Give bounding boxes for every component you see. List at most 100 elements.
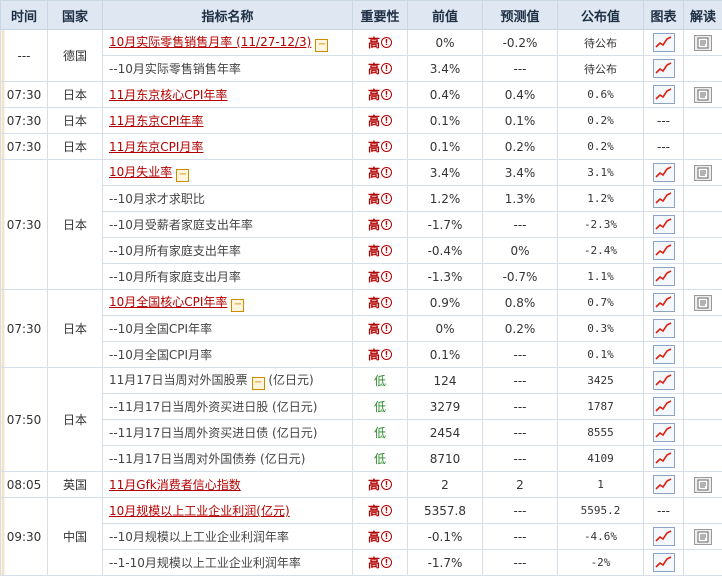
chart-cell <box>643 549 684 576</box>
line-chart-icon[interactable] <box>652 371 675 390</box>
actual-cell: 0.2% <box>557 107 644 134</box>
forecast-cell: --- <box>482 549 558 576</box>
actual-cell: 1787 <box>557 393 644 420</box>
importance-label: 高 <box>367 62 380 76</box>
indicator-link[interactable]: 10月失业率 <box>109 165 173 179</box>
document-icon[interactable] <box>694 34 712 51</box>
document-icon[interactable] <box>694 476 712 493</box>
line-chart-icon[interactable] <box>652 423 675 442</box>
minus-box-icon[interactable]: − <box>251 377 265 390</box>
indicator-label: --10月所有家庭支出月率 <box>109 270 241 284</box>
interpret-cell <box>683 497 722 524</box>
indicator-link[interactable]: 11月东京CPI月率 <box>109 140 204 154</box>
actual-cell: -2.3% <box>557 211 644 238</box>
previous-cell: 2 <box>407 471 483 498</box>
indicator-cell: --11月17日当周外资买进日债 (亿日元) <box>102 419 353 446</box>
indicator-label: --1-10月规模以上工业企业利润年率 <box>109 556 301 570</box>
importance-label: 高 <box>367 88 380 102</box>
table-row: --10月受薪者家庭支出年率高! -1.7% --- -2.3% <box>1 211 722 238</box>
line-chart-icon[interactable] <box>652 59 675 78</box>
forecast-cell: --- <box>482 55 558 82</box>
indicator-cell: 10月规模以上工业企业利润(亿元) <box>102 497 353 524</box>
line-chart-icon[interactable] <box>652 241 675 260</box>
actual-cell: -2% <box>557 549 644 576</box>
indicator-link[interactable]: 11月东京CPI年率 <box>109 114 204 128</box>
minus-box-icon[interactable]: − <box>176 169 190 182</box>
line-chart-icon[interactable] <box>652 449 675 468</box>
interpret-cell <box>683 549 722 576</box>
exclamation-icon: ! <box>381 219 392 230</box>
exclamation-icon: ! <box>381 531 392 542</box>
line-chart-icon[interactable] <box>652 85 675 104</box>
indicator-cell: --10月所有家庭支出月率 <box>102 263 353 290</box>
actual-cell: 0.7% <box>557 289 644 316</box>
interpret-cell <box>683 211 722 238</box>
time-cell: 09:30 <box>0 497 48 576</box>
forecast-cell: 0.1% <box>482 107 558 134</box>
minus-box-icon[interactable]: − <box>315 39 329 52</box>
table-row: 07:30 日本 11月东京CPI年率高! 0.1% 0.1% 0.2% --- <box>0 107 722 134</box>
indicator-link[interactable]: 10月全国核心CPI年率 <box>109 295 228 309</box>
importance-cell: 高! <box>352 237 408 264</box>
line-chart-icon[interactable] <box>652 553 675 572</box>
line-chart-icon[interactable] <box>652 527 675 546</box>
chart-cell <box>643 445 684 472</box>
indicator-cell: --11月17日当周对外国债券 (亿日元) <box>102 445 353 472</box>
importance-cell: 低 <box>352 445 408 472</box>
indicator-cell: 10月失业率 − <box>102 159 353 186</box>
indicator-label: --11月17日当周外资买进日股 (亿日元) <box>109 400 318 414</box>
chart-cell <box>643 55 684 82</box>
line-chart-icon[interactable] <box>652 293 675 312</box>
importance-label: 高 <box>367 270 380 284</box>
importance-label: 高 <box>367 114 380 128</box>
line-chart-icon[interactable] <box>652 189 675 208</box>
table-row: --1-10月规模以上工业企业利润年率高! -1.7% --- -2% <box>1 549 722 576</box>
interpret-cell <box>683 133 722 160</box>
importance-cell: 高! <box>352 315 408 342</box>
previous-cell: 3.4% <box>407 55 483 82</box>
chart-cell: --- <box>643 497 684 524</box>
line-chart-icon[interactable] <box>652 33 675 52</box>
interpret-cell <box>683 393 722 420</box>
line-chart-icon[interactable] <box>652 319 675 338</box>
line-chart-icon[interactable] <box>652 215 675 234</box>
exclamation-icon: ! <box>381 349 392 360</box>
line-chart-icon[interactable] <box>652 267 675 286</box>
exclamation-icon: ! <box>381 193 392 204</box>
interpret-cell <box>683 523 722 550</box>
interpret-cell <box>683 185 722 212</box>
indicator-link[interactable]: 11月东京核心CPI年率 <box>109 88 228 102</box>
importance-label: 高 <box>367 296 380 310</box>
importance-label: 低 <box>373 400 386 414</box>
document-icon[interactable] <box>694 164 712 181</box>
actual-cell: 0.6% <box>557 81 644 108</box>
forecast-cell: 0.2% <box>482 133 558 160</box>
line-chart-icon[interactable] <box>652 345 675 364</box>
document-icon[interactable] <box>694 86 712 103</box>
line-chart-icon[interactable] <box>652 475 675 494</box>
time-cell: 07:50 <box>0 367 48 472</box>
forecast-cell: -0.7% <box>482 263 558 290</box>
table-row: --10月规模以上工业企业利润年率高! -0.1% --- -4.6% <box>1 523 722 550</box>
line-chart-icon[interactable] <box>652 397 675 416</box>
exclamation-icon: ! <box>381 505 392 516</box>
indicator-link[interactable]: 11月Gfk消费者信心指数 <box>109 478 241 492</box>
indicator-link[interactable]: 10月实际零售销售月率 (11/27-12/3) <box>109 35 312 49</box>
indicator-label: 11月17日当周对外国股票 <box>109 373 248 387</box>
forecast-cell: --- <box>482 211 558 238</box>
importance-cell: 高! <box>352 523 408 550</box>
time-cell: 07:30 <box>0 159 48 290</box>
actual-cell: 1.2% <box>557 185 644 212</box>
document-icon[interactable] <box>694 294 712 311</box>
minus-box-icon[interactable]: − <box>231 299 245 312</box>
document-icon[interactable] <box>694 528 712 545</box>
line-chart-icon[interactable] <box>652 163 675 182</box>
importance-cell: 高! <box>352 107 408 134</box>
header-row: 时间 国家 指标名称 重要性 前值 预测值 公布值 图表 解读 <box>0 0 722 30</box>
country-cell: 日本 <box>47 159 103 290</box>
importance-label: 高 <box>367 322 380 336</box>
previous-cell: 5357.8 <box>407 497 483 524</box>
exclamation-icon: ! <box>381 63 392 74</box>
indicator-link[interactable]: 10月规模以上工业企业利润(亿元) <box>109 504 290 518</box>
actual-cell: 1 <box>557 471 644 498</box>
